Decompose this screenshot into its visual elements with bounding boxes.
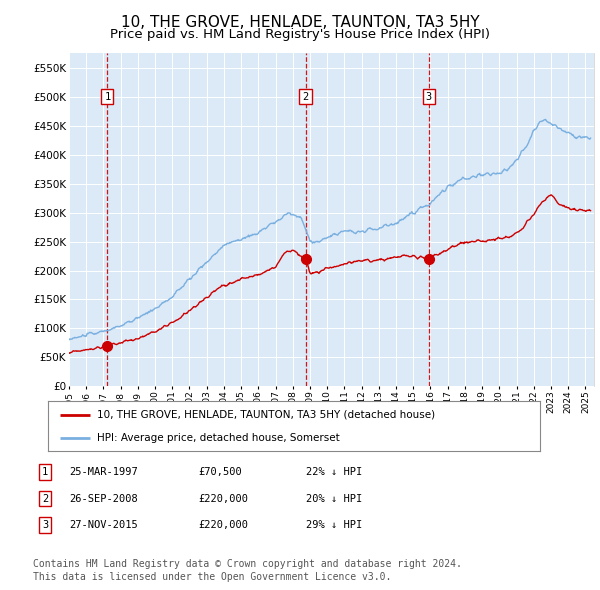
Text: £70,500: £70,500 bbox=[198, 467, 242, 477]
Text: 29% ↓ HPI: 29% ↓ HPI bbox=[306, 520, 362, 530]
Text: 1: 1 bbox=[104, 91, 110, 101]
Text: 22% ↓ HPI: 22% ↓ HPI bbox=[306, 467, 362, 477]
Text: £220,000: £220,000 bbox=[198, 520, 248, 530]
Text: £220,000: £220,000 bbox=[198, 494, 248, 503]
Text: 27-NOV-2015: 27-NOV-2015 bbox=[69, 520, 138, 530]
Text: 10, THE GROVE, HENLADE, TAUNTON, TA3 5HY: 10, THE GROVE, HENLADE, TAUNTON, TA3 5HY bbox=[121, 15, 479, 30]
Text: 20% ↓ HPI: 20% ↓ HPI bbox=[306, 494, 362, 503]
Text: Contains HM Land Registry data © Crown copyright and database right 2024.
This d: Contains HM Land Registry data © Crown c… bbox=[33, 559, 462, 582]
Text: 25-MAR-1997: 25-MAR-1997 bbox=[69, 467, 138, 477]
Text: 3: 3 bbox=[42, 520, 48, 530]
Text: 1: 1 bbox=[42, 467, 48, 477]
Text: 26-SEP-2008: 26-SEP-2008 bbox=[69, 494, 138, 503]
Text: 2: 2 bbox=[42, 494, 48, 503]
Text: Price paid vs. HM Land Registry's House Price Index (HPI): Price paid vs. HM Land Registry's House … bbox=[110, 28, 490, 41]
Text: 3: 3 bbox=[426, 91, 432, 101]
Text: 10, THE GROVE, HENLADE, TAUNTON, TA3 5HY (detached house): 10, THE GROVE, HENLADE, TAUNTON, TA3 5HY… bbox=[97, 409, 436, 419]
Text: 2: 2 bbox=[302, 91, 308, 101]
Text: HPI: Average price, detached house, Somerset: HPI: Average price, detached house, Some… bbox=[97, 433, 340, 443]
